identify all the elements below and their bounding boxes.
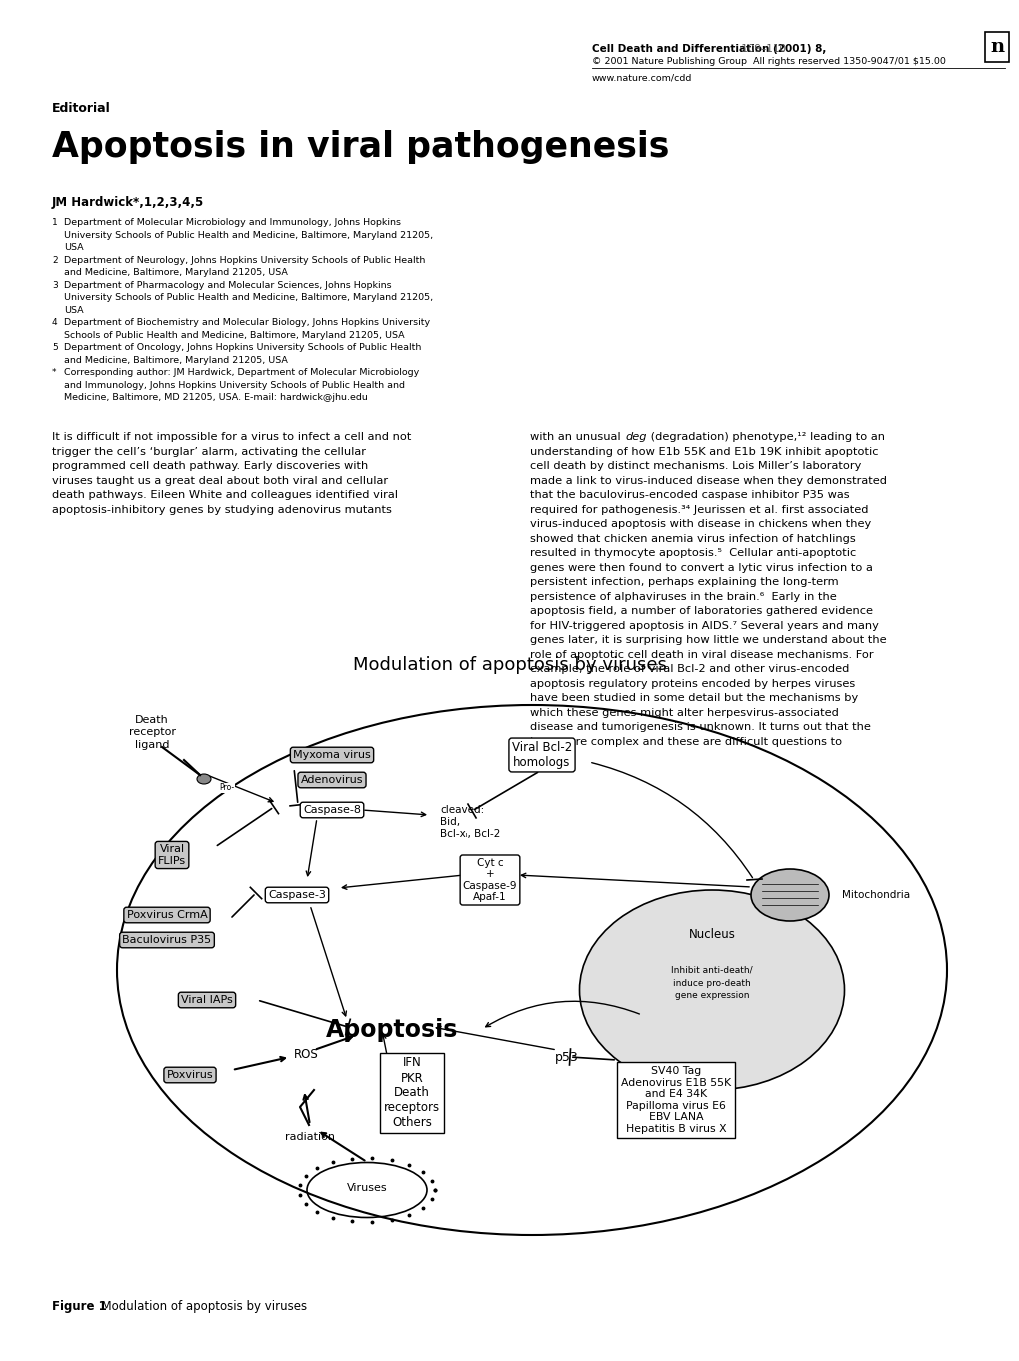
Text: Department of Biochemistry and Molecular Biology, Johns Hopkins University: Department of Biochemistry and Molecular… (64, 318, 430, 327)
Text: required for pathogenesis.³⁴ Jeurissen et al. first associated: required for pathogenesis.³⁴ Jeurissen e… (530, 505, 867, 514)
Text: SV40 Tag
Adenovirus E1B 55K
and E4 34K
Papilloma virus E6
EBV LANA
Hepatitis B v: SV40 Tag Adenovirus E1B 55K and E4 34K P… (621, 1066, 731, 1134)
Ellipse shape (579, 890, 844, 1090)
Text: role of apoptotic cell death in viral disease mechanisms. For: role of apoptotic cell death in viral di… (530, 649, 872, 660)
Text: and Medicine, Baltimore, Maryland 21205, USA: and Medicine, Baltimore, Maryland 21205,… (64, 268, 287, 278)
Text: Nucleus: Nucleus (688, 928, 735, 942)
Text: virus-induced apoptosis with disease in chickens when they: virus-induced apoptosis with disease in … (530, 519, 870, 529)
Text: 109–110: 109–110 (738, 44, 786, 54)
Text: and Immunology, Johns Hopkins University Schools of Public Health and: and Immunology, Johns Hopkins University… (64, 381, 405, 389)
Text: University Schools of Public Health and Medicine, Baltimore, Maryland 21205,: University Schools of Public Health and … (64, 293, 433, 302)
Text: trigger the cell’s ‘burglar’ alarm, activating the cellular: trigger the cell’s ‘burglar’ alarm, acti… (52, 446, 366, 456)
Text: www.nature.com/cdd: www.nature.com/cdd (591, 73, 692, 82)
Text: 1: 1 (52, 218, 58, 227)
Text: Department of Neurology, Johns Hopkins University Schools of Public Health: Department of Neurology, Johns Hopkins U… (64, 256, 425, 264)
Text: that the baculovirus-encoded caspase inhibitor P35 was: that the baculovirus-encoded caspase inh… (530, 490, 849, 499)
Text: Poxvirus: Poxvirus (166, 1070, 213, 1081)
Text: Bcl-xₗ, Bcl-2: Bcl-xₗ, Bcl-2 (439, 829, 500, 838)
Text: induce pro-death: induce pro-death (673, 979, 750, 988)
Text: apoptosis regulatory proteins encoded by herpes viruses: apoptosis regulatory proteins encoded by… (530, 679, 854, 689)
Text: Department of Oncology, Johns Hopkins University Schools of Public Health: Department of Oncology, Johns Hopkins Un… (64, 343, 421, 352)
Ellipse shape (197, 774, 211, 784)
Text: Death
receptor
ligand: Death receptor ligand (128, 715, 175, 750)
Text: and Medicine, Baltimore, Maryland 21205, USA: and Medicine, Baltimore, Maryland 21205,… (64, 355, 287, 365)
Text: deg: deg (625, 431, 646, 442)
Text: JM Hardwick*,1,2,3,4,5: JM Hardwick*,1,2,3,4,5 (52, 196, 204, 210)
Text: 4: 4 (52, 318, 57, 327)
Text: understanding of how E1b 55K and E1b 19K inhibit apoptotic: understanding of how E1b 55K and E1b 19K… (530, 446, 877, 456)
Text: *: * (52, 367, 56, 377)
Text: genes later, it is surprising how little we understand about the: genes later, it is surprising how little… (530, 636, 886, 645)
Text: Apoptosis: Apoptosis (325, 1018, 458, 1043)
Text: Viral
FLIPs: Viral FLIPs (158, 844, 185, 866)
Text: Editorial: Editorial (52, 102, 111, 114)
Text: answer.: answer. (530, 751, 573, 761)
Text: Pro-: Pro- (219, 784, 234, 792)
Text: 5: 5 (52, 343, 58, 352)
Text: 2: 2 (52, 256, 57, 264)
Text: 3: 3 (52, 280, 58, 290)
Text: persistent infection, perhaps explaining the long-term: persistent infection, perhaps explaining… (530, 577, 838, 587)
Text: USA: USA (64, 305, 84, 314)
Text: disease and tumorigenesis is unknown. It turns out that the: disease and tumorigenesis is unknown. It… (530, 721, 870, 732)
Text: Figure 1: Figure 1 (52, 1300, 107, 1313)
Text: Medicine, Baltimore, MD 21205, USA. E-mail: hardwick@jhu.edu: Medicine, Baltimore, MD 21205, USA. E-ma… (64, 393, 368, 401)
Text: apoptosis-inhibitory genes by studying adenovirus mutants: apoptosis-inhibitory genes by studying a… (52, 505, 391, 514)
Text: radiation: radiation (284, 1132, 334, 1142)
Text: IFN
PKR
Death
receptors
Others: IFN PKR Death receptors Others (383, 1056, 439, 1130)
Text: which these genes might alter herpesvirus-associated: which these genes might alter herpesviru… (530, 708, 838, 717)
Text: (degradation) phenotype,¹² leading to an: (degradation) phenotype,¹² leading to an (646, 431, 884, 442)
Text: Schools of Public Health and Medicine, Baltimore, Maryland 21205, USA: Schools of Public Health and Medicine, B… (64, 331, 405, 339)
Text: showed that chicken anemia virus infection of hatchlings: showed that chicken anemia virus infecti… (530, 534, 855, 543)
Text: persistence of alphaviruses in the brain.⁶  Early in the: persistence of alphaviruses in the brain… (530, 592, 836, 602)
Text: USA: USA (64, 244, 84, 252)
Text: © 2001 Nature Publishing Group  All rights reserved 1350-9047/01 $15.00: © 2001 Nature Publishing Group All right… (591, 57, 945, 65)
Text: Corresponding author: JM Hardwick, Department of Molecular Microbiology: Corresponding author: JM Hardwick, Depar… (64, 367, 419, 377)
Text: University Schools of Public Health and Medicine, Baltimore, Maryland 21205,: University Schools of Public Health and … (64, 230, 433, 240)
Text: ROS: ROS (293, 1048, 319, 1062)
Text: Cyt c
+
Caspase-9
Apaf-1: Cyt c + Caspase-9 Apaf-1 (463, 857, 517, 902)
Text: Apoptosis in viral pathogenesis: Apoptosis in viral pathogenesis (52, 131, 668, 163)
Text: Modulation of apoptosis by viruses: Modulation of apoptosis by viruses (94, 1300, 307, 1313)
Text: Department of Molecular Microbiology and Immunology, Johns Hopkins: Department of Molecular Microbiology and… (64, 218, 400, 227)
Text: Poxvirus CrmA: Poxvirus CrmA (126, 911, 207, 920)
Text: Cell Death and Differentiation (2001) 8,: Cell Death and Differentiation (2001) 8, (591, 44, 825, 54)
Text: example, the role of viral Bcl-2 and other virus-encoded: example, the role of viral Bcl-2 and oth… (530, 664, 849, 674)
Text: with an unusual: with an unusual (530, 431, 624, 442)
Text: n: n (989, 38, 1003, 56)
FancyBboxPatch shape (984, 33, 1008, 63)
Text: Caspase-8: Caspase-8 (303, 804, 361, 815)
Text: gene expression: gene expression (675, 992, 749, 1000)
Text: death pathways. Eileen White and colleagues identified viral: death pathways. Eileen White and colleag… (52, 490, 397, 499)
Text: Myxoma virus: Myxoma virus (292, 750, 371, 759)
Text: Adenovirus: Adenovirus (301, 774, 363, 785)
Text: Viral Bcl-2
homologs: Viral Bcl-2 homologs (512, 740, 572, 769)
Text: Inhibit anti-death/: Inhibit anti-death/ (671, 965, 752, 974)
Text: Viral IAPs: Viral IAPs (181, 995, 232, 1004)
Text: issues are complex and these are difficult questions to: issues are complex and these are difficu… (530, 736, 842, 746)
Ellipse shape (750, 870, 828, 921)
Text: resulted in thymocyte apoptosis.⁵  Cellular anti-apoptotic: resulted in thymocyte apoptosis.⁵ Cellul… (530, 548, 855, 558)
Text: Modulation of apoptosis by viruses: Modulation of apoptosis by viruses (353, 656, 666, 674)
Text: cell death by distinct mechanisms. Lois Miller’s laboratory: cell death by distinct mechanisms. Lois … (530, 461, 860, 471)
Text: Department of Pharmacology and Molecular Sciences, Johns Hopkins: Department of Pharmacology and Molecular… (64, 280, 391, 290)
Text: viruses taught us a great deal about both viral and cellular: viruses taught us a great deal about bot… (52, 475, 388, 486)
Text: Bid,: Bid, (439, 817, 460, 827)
Text: Caspase-3: Caspase-3 (268, 890, 326, 900)
Text: have been studied in some detail but the mechanisms by: have been studied in some detail but the… (530, 693, 857, 704)
Text: for HIV-triggered apoptosis in AIDS.⁷ Several years and many: for HIV-triggered apoptosis in AIDS.⁷ Se… (530, 621, 878, 630)
Text: apoptosis field, a number of laboratories gathered evidence: apoptosis field, a number of laboratorie… (530, 606, 872, 617)
Text: Baculovirus P35: Baculovirus P35 (122, 935, 211, 945)
Text: Viruses: Viruses (346, 1183, 387, 1194)
Text: p53: p53 (554, 1051, 578, 1063)
Text: programmed cell death pathway. Early discoveries with: programmed cell death pathway. Early dis… (52, 461, 368, 471)
Text: Mitochondria: Mitochondria (841, 890, 909, 900)
Text: cleaved:: cleaved: (439, 804, 484, 815)
Text: It is difficult if not impossible for a virus to infect a cell and not: It is difficult if not impossible for a … (52, 431, 411, 442)
Text: genes were then found to convert a lytic virus infection to a: genes were then found to convert a lytic… (530, 562, 872, 573)
Text: made a link to virus-induced disease when they demonstrated: made a link to virus-induced disease whe… (530, 475, 887, 486)
